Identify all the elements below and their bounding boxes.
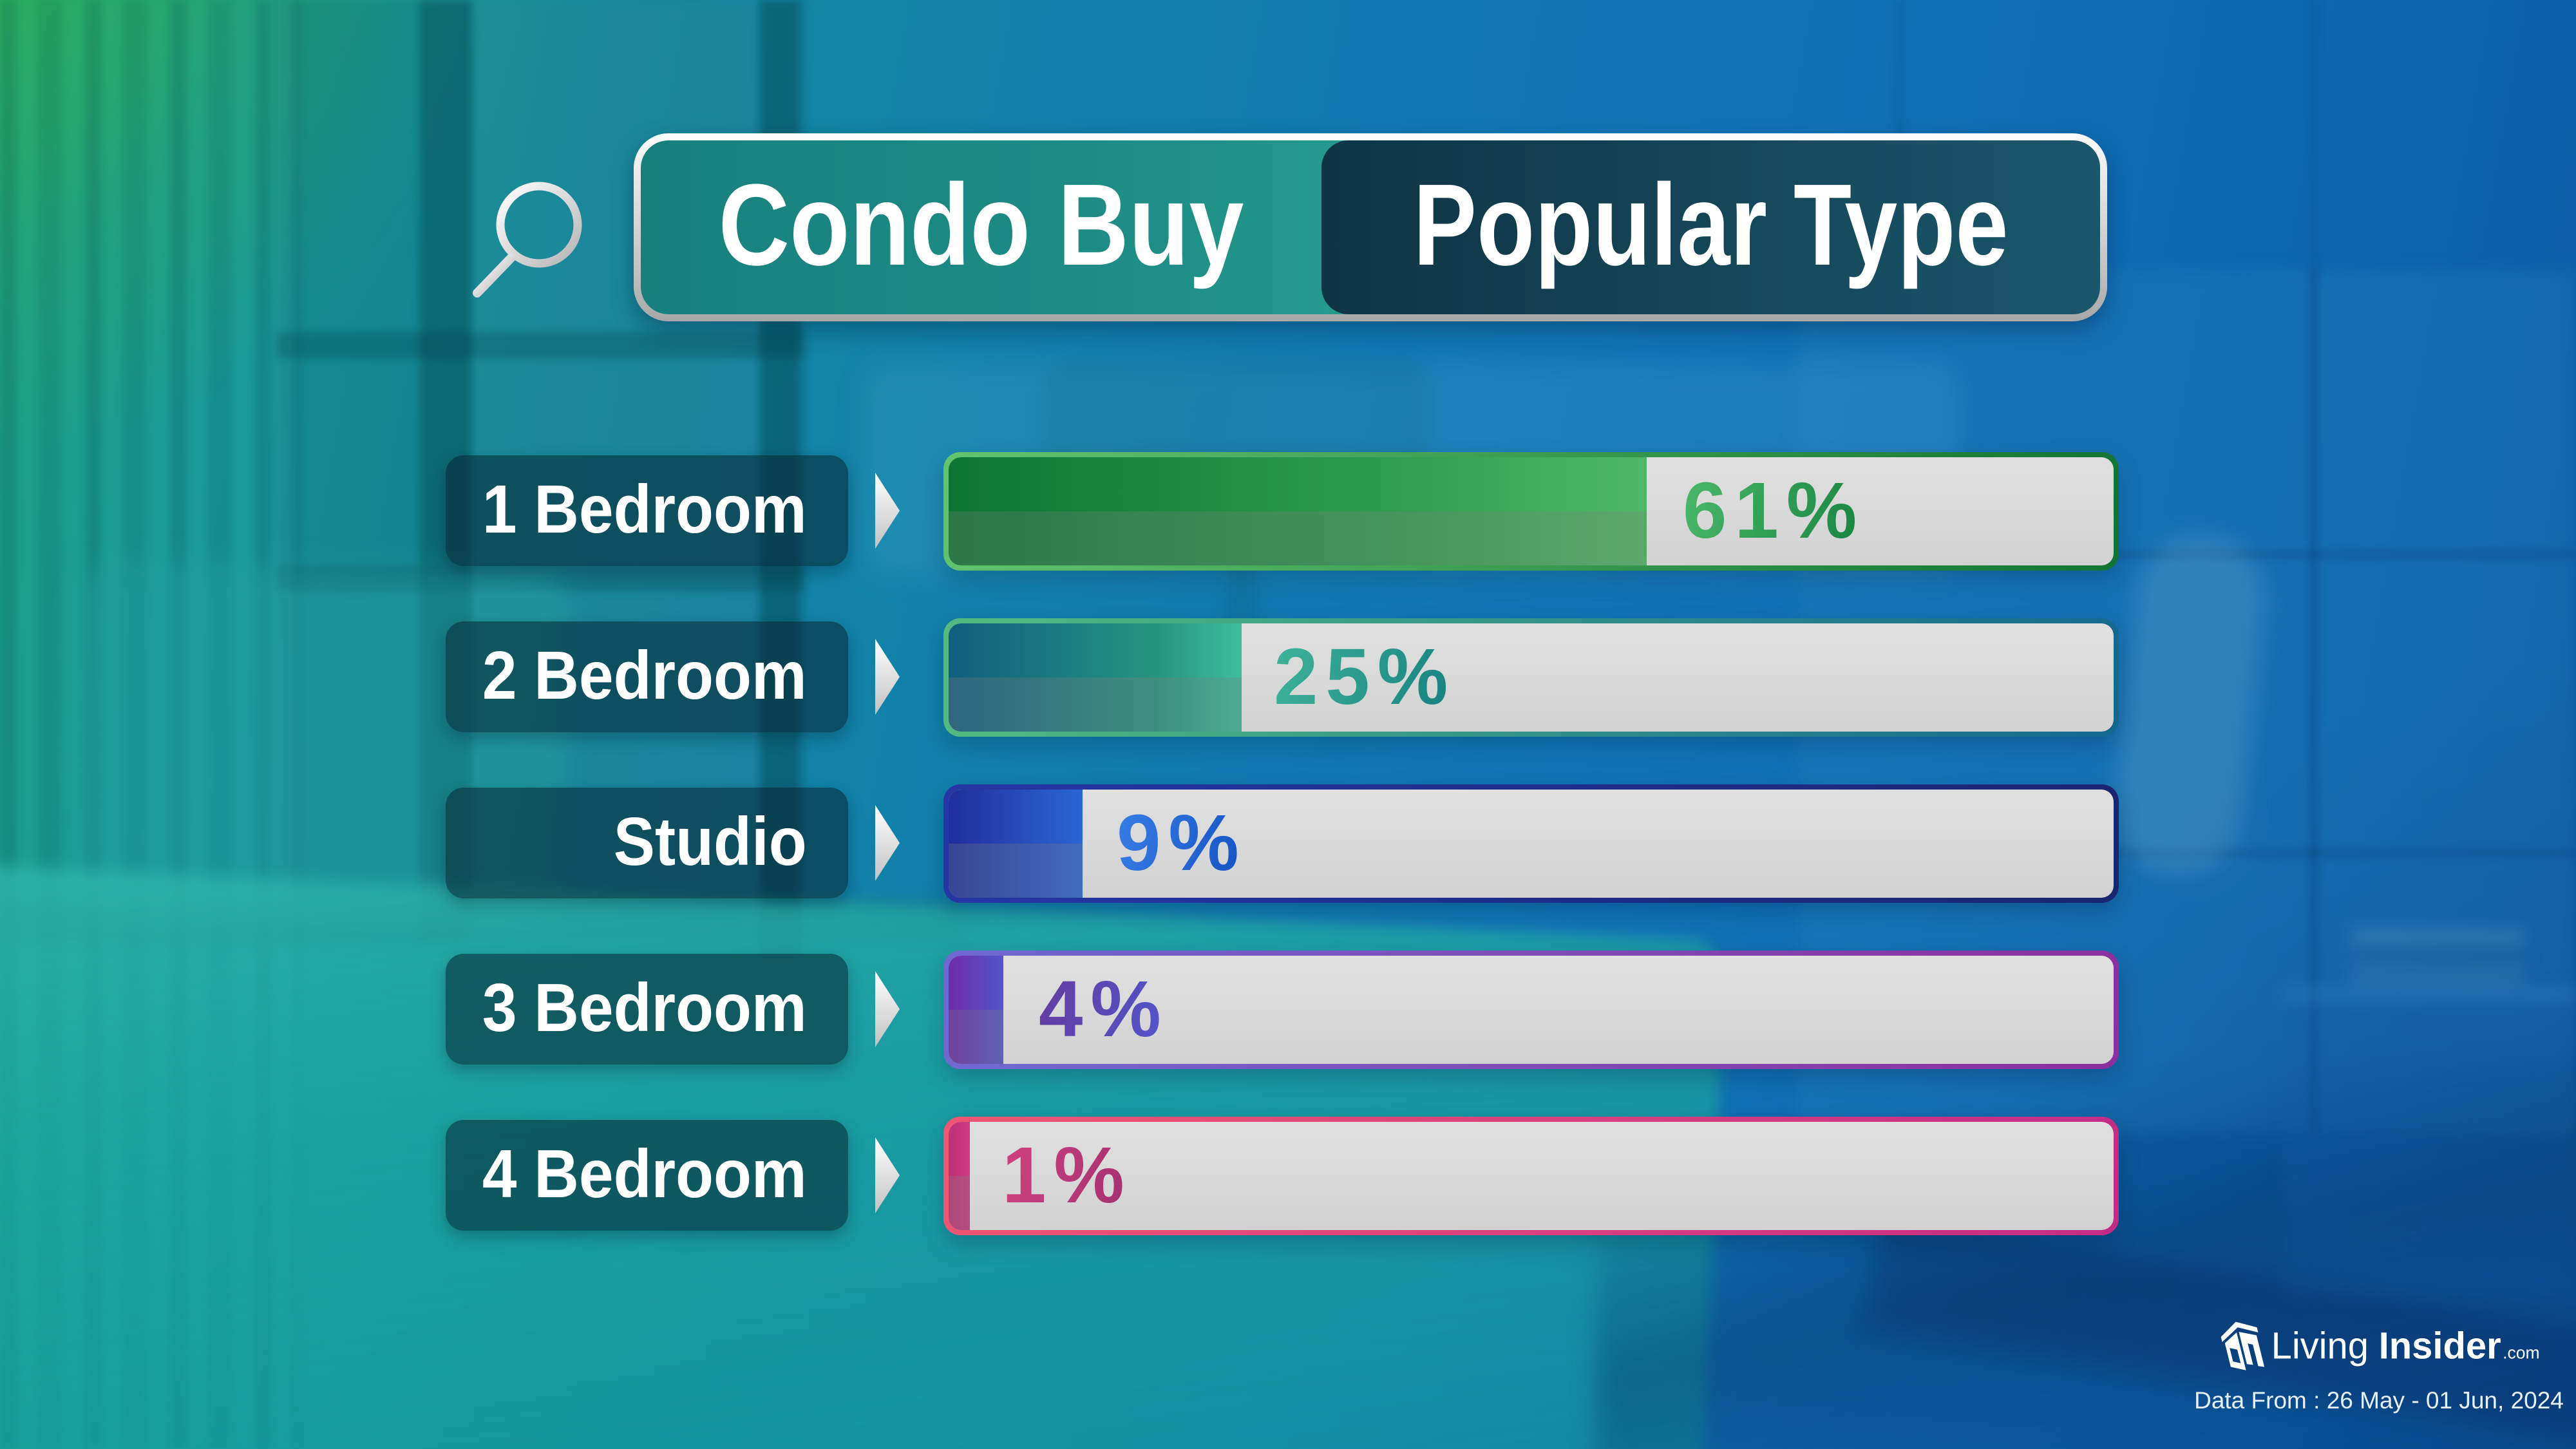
svg-text:.com: .com: [2503, 1343, 2539, 1363]
svg-text:Insider: Insider: [2379, 1326, 2501, 1367]
svg-text:Living: Living: [2271, 1326, 2369, 1367]
